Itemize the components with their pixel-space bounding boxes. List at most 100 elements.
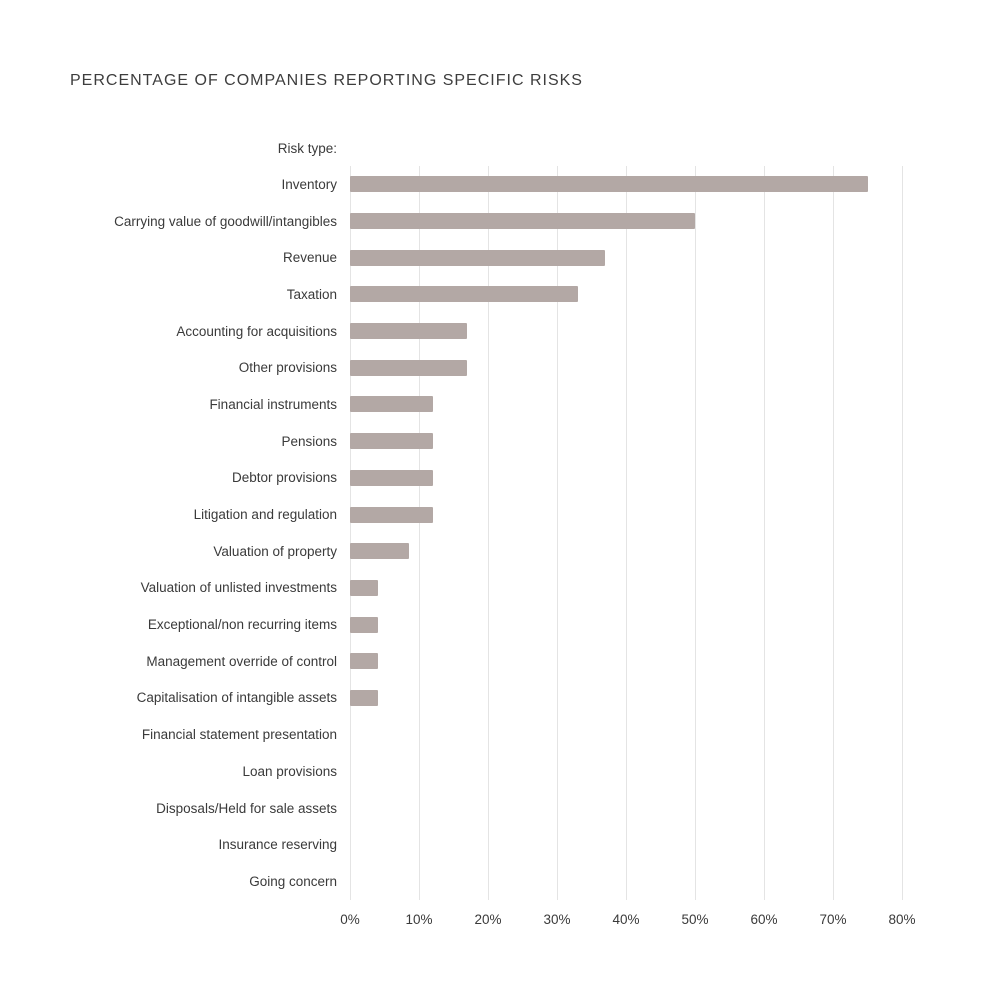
bar-track <box>350 653 902 670</box>
chart-row: Debtor provisions <box>70 460 980 497</box>
bar-track <box>350 873 902 889</box>
bar-track <box>350 579 902 596</box>
chart-row: Capitalisation of intangible assets <box>70 680 980 717</box>
chart-row: Loan provisions <box>70 753 980 790</box>
chart-title: PERCENTAGE OF COMPANIES REPORTING SPECIF… <box>70 72 583 89</box>
bar-track <box>350 543 902 560</box>
bar <box>350 213 695 230</box>
chart-row: Inventory <box>70 166 980 203</box>
category-label: Accounting for acquisitions <box>176 323 337 339</box>
gridline <box>557 166 558 900</box>
category-label: Debtor provisions <box>231 470 337 486</box>
y-axis-title: Risk type: <box>277 140 337 156</box>
category-label: Exceptional/non recurring items <box>147 617 337 633</box>
bar-track <box>350 469 902 486</box>
x-tick-label: 60% <box>750 911 778 927</box>
category-label: Management override of control <box>146 653 337 669</box>
category-label: Valuation of unlisted investments <box>140 580 337 596</box>
bar-track <box>350 249 902 266</box>
bar-track <box>350 506 902 523</box>
category-label: Financial instruments <box>209 396 337 412</box>
x-tick-label: 70% <box>819 911 847 927</box>
plot-area: Risk type: Inventory Carrying value of go… <box>70 134 980 934</box>
category-label: Going concern <box>249 873 337 889</box>
category-label: Loan provisions <box>242 763 337 779</box>
bar <box>350 323 468 340</box>
category-label: Insurance reserving <box>218 837 337 853</box>
chart-row: Other provisions <box>70 349 980 386</box>
bar-track <box>350 176 902 193</box>
bar-track <box>350 837 902 853</box>
bar <box>350 579 378 596</box>
chart-row: Carrying value of goodwill/intangibles <box>70 203 980 240</box>
x-axis-row: 0% 10% 20% 30% 40% 50% 60% 70% 80% <box>70 910 980 934</box>
x-axis: 0% 10% 20% 30% 40% 50% 60% 70% 80% <box>340 910 915 934</box>
bars-region: Inventory Carrying value of goodwill/inta… <box>70 166 980 900</box>
category-label: Other provisions <box>238 360 337 376</box>
x-axis-spacer <box>70 910 350 934</box>
category-label: Capitalisation of intangible assets <box>136 690 337 706</box>
chart-row: Litigation and regulation <box>70 496 980 533</box>
bar <box>350 506 433 523</box>
chart-row: Exceptional/non recurring items <box>70 606 980 643</box>
axis-header-row: Risk type: <box>70 134 980 162</box>
bar <box>350 616 378 633</box>
x-tick-label: 80% <box>888 911 916 927</box>
x-tick-label: 30% <box>543 911 571 927</box>
bar <box>350 469 433 486</box>
gridline <box>833 166 834 900</box>
category-label: Financial statement presentation <box>141 727 337 743</box>
gridline <box>902 166 903 900</box>
risk-bar-chart: PERCENTAGE OF COMPANIES REPORTING SPECIF… <box>70 72 980 934</box>
chart-row: Accounting for acquisitions <box>70 313 980 350</box>
category-label: Litigation and regulation <box>193 507 337 523</box>
bar-track <box>350 396 902 413</box>
x-tick-label: 0% <box>340 911 360 927</box>
chart-row: Revenue <box>70 239 980 276</box>
bar-track <box>350 616 902 633</box>
gridline <box>695 166 696 900</box>
chart-rows: Inventory Carrying value of goodwill/inta… <box>70 166 980 900</box>
bar-track <box>350 763 902 779</box>
bar-track <box>350 689 902 706</box>
chart-row: Financial statement presentation <box>70 716 980 753</box>
bar <box>350 689 378 706</box>
bar-track <box>350 727 902 743</box>
category-label: Valuation of property <box>213 543 337 559</box>
bar <box>350 249 606 266</box>
category-label: Taxation <box>286 286 337 302</box>
x-tick-label: 10% <box>405 911 433 927</box>
bar <box>350 176 868 193</box>
chart-row: Taxation <box>70 276 980 313</box>
bar <box>350 396 433 413</box>
gridline <box>488 166 489 900</box>
bar <box>350 433 433 450</box>
chart-row: Financial instruments <box>70 386 980 423</box>
category-label: Disposals/Held for sale assets <box>156 800 337 816</box>
x-tick-label: 40% <box>612 911 640 927</box>
category-label: Carrying value of goodwill/intangibles <box>114 213 337 229</box>
gridline <box>764 166 765 900</box>
category-label: Inventory <box>281 176 337 192</box>
bar <box>350 286 578 303</box>
chart-row: Valuation of unlisted investments <box>70 570 980 607</box>
gridline <box>350 166 351 900</box>
bar-track <box>350 800 902 816</box>
chart-row: Going concern <box>70 863 980 900</box>
gridline <box>419 166 420 900</box>
chart-row: Disposals/Held for sale assets <box>70 790 980 827</box>
bar-track <box>350 286 902 303</box>
chart-row: Valuation of property <box>70 533 980 570</box>
x-tick-label: 50% <box>681 911 709 927</box>
x-tick-label: 20% <box>474 911 502 927</box>
bar-track <box>350 323 902 340</box>
gridline <box>626 166 627 900</box>
bar <box>350 653 378 670</box>
bar-track <box>350 213 902 230</box>
category-label: Pensions <box>281 433 337 449</box>
gridlines <box>350 166 903 900</box>
category-label: Revenue <box>282 250 337 266</box>
bar-track <box>350 433 902 450</box>
chart-row: Pensions <box>70 423 980 460</box>
chart-row: Management override of control <box>70 643 980 680</box>
